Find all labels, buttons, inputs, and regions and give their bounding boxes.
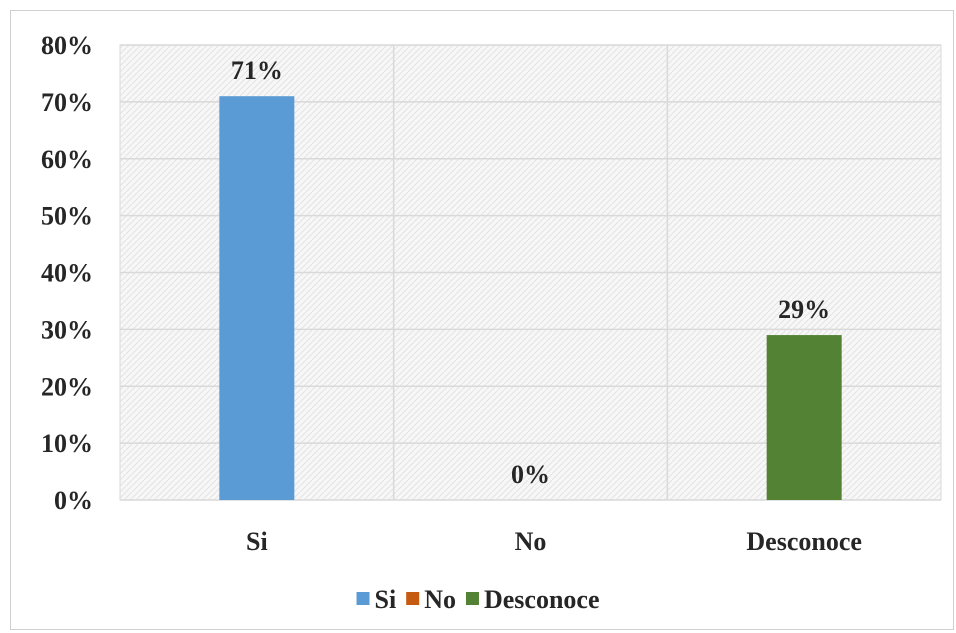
- data-label: 29%: [778, 295, 830, 324]
- legend: Si No Desconoce: [356, 585, 600, 614]
- data-label: 0%: [511, 460, 550, 489]
- x-category-label: No: [515, 527, 547, 556]
- y-tick-label: 60%: [41, 145, 93, 174]
- y-tick-label: 10%: [41, 429, 93, 458]
- legend-swatch: [465, 592, 479, 605]
- y-axis-ticks: 0% 10% 20% 30% 40% 50% 60% 70% 80%: [41, 31, 93, 515]
- y-tick-label: 70%: [41, 88, 93, 117]
- y-tick-label: 80%: [41, 31, 93, 60]
- legend-label: No: [424, 585, 456, 614]
- data-label: 71%: [231, 56, 283, 85]
- legend-swatch: [356, 592, 370, 605]
- bar: [219, 96, 295, 500]
- x-category-label: Desconoce: [746, 527, 862, 556]
- legend-label: Si: [375, 585, 397, 614]
- legend-label: Desconoce: [484, 585, 600, 614]
- legend-swatch: [406, 592, 420, 605]
- y-tick-label: 20%: [41, 372, 93, 401]
- y-tick-label: 0%: [54, 486, 93, 515]
- x-axis-categories: Si No Desconoce: [246, 527, 862, 556]
- y-tick-label: 40%: [41, 259, 93, 288]
- y-tick-label: 50%: [41, 202, 93, 231]
- bars: [219, 96, 842, 500]
- data-labels: 71% 0% 29%: [231, 56, 830, 489]
- x-category-label: Si: [246, 527, 268, 556]
- y-tick-label: 30%: [41, 315, 93, 344]
- bar: [766, 335, 842, 500]
